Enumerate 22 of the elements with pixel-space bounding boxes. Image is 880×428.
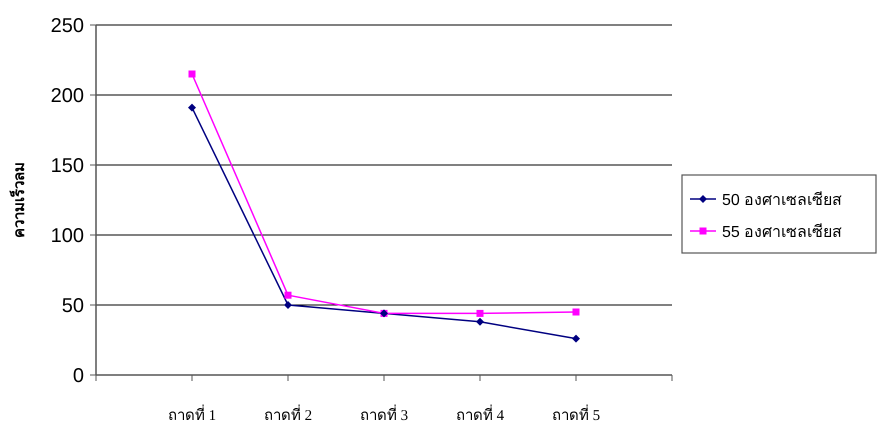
x-tick-label: ถาดที่ 4 [456,404,505,424]
point [188,70,196,78]
point [188,104,196,112]
y-tick-label: 150 [50,155,84,177]
y-tick-label: 50 [62,295,84,317]
x-tick-label: ถาดที่ 3 [360,404,408,424]
y-tick-label: 100 [50,225,84,247]
legend-label: 55 องศาเซลเซียส [722,223,842,241]
x-tick-label: ถาดที่ 5 [552,404,600,424]
x-tick-label: ถาดที่ 2 [264,404,312,424]
legend-label: 50 องศาเซลเซียส [722,191,842,209]
point [284,301,292,309]
y-tick-label: 250 [50,15,84,37]
point [572,334,580,343]
y-tick-label: 0 [72,365,84,387]
y-axis-title: ความเร็วลม [9,162,28,238]
point [476,318,484,326]
point [572,308,580,316]
point [476,310,484,317]
x-tick-label: ถาดที่ 1 [168,404,216,424]
point [284,292,292,299]
y-tick-label: 200 [50,85,84,107]
